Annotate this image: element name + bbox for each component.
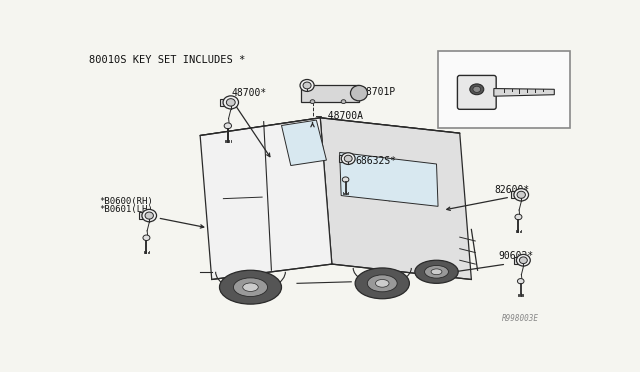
- Bar: [514, 257, 524, 263]
- Text: *B0601(LH): *B0601(LH): [99, 205, 153, 214]
- Ellipse shape: [224, 123, 232, 129]
- Ellipse shape: [234, 278, 268, 296]
- Ellipse shape: [431, 269, 442, 275]
- Ellipse shape: [310, 100, 315, 103]
- Text: – 48700A: – 48700A: [316, 111, 363, 121]
- Ellipse shape: [516, 254, 531, 266]
- Text: 80010S KEY SET INCLUDES *: 80010S KEY SET INCLUDES *: [90, 55, 246, 65]
- Polygon shape: [282, 120, 326, 166]
- Bar: [220, 99, 232, 106]
- Ellipse shape: [227, 99, 236, 106]
- Ellipse shape: [142, 209, 157, 222]
- Ellipse shape: [515, 214, 522, 220]
- Bar: [438, 51, 570, 128]
- Text: *B0600(RH): *B0600(RH): [99, 197, 153, 206]
- Text: R998003E: R998003E: [502, 314, 540, 323]
- Text: 68632S*: 68632S*: [355, 155, 396, 166]
- Ellipse shape: [520, 257, 527, 264]
- Ellipse shape: [351, 86, 367, 101]
- Ellipse shape: [342, 177, 349, 182]
- Bar: [139, 212, 150, 219]
- Text: 48701P: 48701P: [360, 87, 396, 97]
- Ellipse shape: [367, 275, 397, 292]
- Ellipse shape: [470, 84, 484, 95]
- Ellipse shape: [517, 191, 525, 198]
- Polygon shape: [494, 89, 554, 96]
- FancyBboxPatch shape: [458, 76, 496, 109]
- Polygon shape: [200, 118, 460, 153]
- Ellipse shape: [243, 283, 259, 291]
- Bar: [339, 155, 349, 162]
- Ellipse shape: [424, 266, 449, 278]
- Ellipse shape: [344, 155, 352, 162]
- Ellipse shape: [220, 270, 282, 304]
- Ellipse shape: [300, 80, 314, 92]
- Polygon shape: [200, 118, 332, 279]
- Ellipse shape: [355, 268, 410, 299]
- Bar: [511, 191, 522, 198]
- Ellipse shape: [376, 279, 389, 287]
- Polygon shape: [320, 118, 472, 279]
- Text: 80600N: 80600N: [442, 55, 477, 65]
- Text: 82600*: 82600*: [495, 185, 530, 195]
- Text: 90602*: 90602*: [499, 251, 534, 261]
- Ellipse shape: [143, 235, 150, 241]
- Ellipse shape: [303, 82, 311, 89]
- Ellipse shape: [145, 212, 154, 219]
- Ellipse shape: [223, 96, 239, 109]
- Bar: [301, 85, 359, 102]
- Ellipse shape: [514, 189, 529, 201]
- Ellipse shape: [341, 100, 346, 103]
- Polygon shape: [340, 153, 438, 206]
- Text: 48700*: 48700*: [231, 88, 266, 98]
- Ellipse shape: [341, 153, 355, 164]
- Ellipse shape: [473, 86, 481, 92]
- Ellipse shape: [415, 260, 458, 283]
- Ellipse shape: [517, 279, 524, 284]
